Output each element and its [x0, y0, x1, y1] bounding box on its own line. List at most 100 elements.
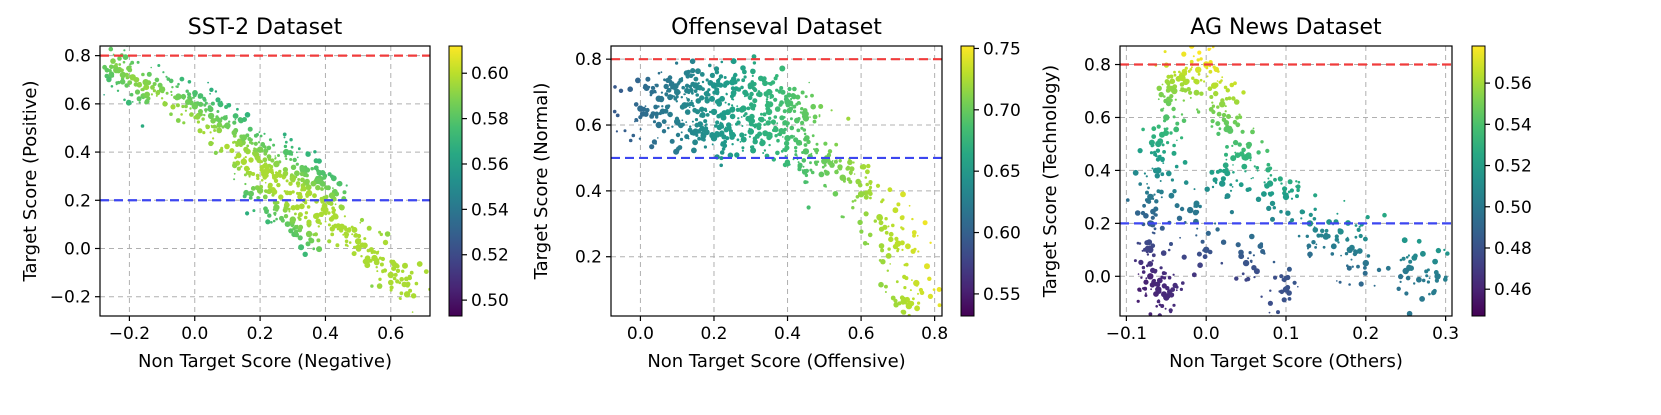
scatter-point — [374, 318, 379, 323]
scatter-point — [1144, 294, 1148, 297]
scatter-point — [1285, 210, 1291, 216]
scatter-point — [1211, 185, 1215, 189]
scatter-point — [330, 232, 335, 237]
scatter-point — [1336, 280, 1338, 282]
scatter-point — [130, 60, 135, 65]
scatter-point — [1215, 121, 1221, 127]
scatter-point — [901, 248, 904, 251]
scatter-point — [905, 302, 913, 310]
scatter-point — [685, 121, 688, 123]
scatter-point — [125, 99, 132, 106]
scatter-point — [1166, 141, 1170, 145]
subplot-3: −0.1 0.0 0.1 0.2 0.3 0.0 0.2 0.4 0.6 0.8 AG News D… — [1040, 15, 1532, 372]
scatter-point — [1171, 150, 1177, 156]
scatter-point — [203, 103, 207, 107]
scatter-point — [809, 168, 813, 172]
scatter-point — [219, 148, 224, 153]
scatter-point — [189, 107, 192, 110]
scatter-point — [356, 244, 362, 250]
scatter-point — [240, 165, 243, 168]
scatter-point — [170, 94, 173, 96]
scatter-point — [303, 215, 308, 220]
scatter-point — [922, 220, 928, 226]
scatter-point — [866, 163, 871, 169]
scatter-point — [895, 280, 899, 284]
scatter-point — [1346, 265, 1352, 271]
scatter-point — [1406, 310, 1413, 316]
scatter-point — [652, 89, 657, 94]
scatter-point — [652, 120, 657, 124]
scatter-point — [1133, 259, 1137, 263]
scatter-point — [1224, 110, 1227, 113]
scatter-point — [775, 88, 779, 92]
x-tick-label: 0.0 — [627, 324, 654, 344]
scatter-point — [927, 293, 934, 299]
scatter-point — [169, 112, 173, 116]
scatter-point — [762, 80, 768, 87]
scatter-point — [1176, 139, 1178, 142]
scatter-point — [773, 115, 778, 119]
scatter-point — [1193, 89, 1200, 96]
scatter-point — [207, 106, 214, 113]
scatter-point — [292, 227, 296, 231]
scatter-point — [653, 104, 659, 110]
scatter-point — [740, 116, 743, 118]
scatter-point — [1314, 246, 1317, 249]
scatter-point — [1191, 76, 1195, 80]
scatter-point — [1136, 299, 1140, 303]
scatter-point — [329, 226, 335, 232]
scatter-point — [799, 142, 803, 146]
scatter-point — [623, 129, 627, 133]
scatter-point — [1211, 104, 1216, 108]
scatter-point — [150, 93, 153, 96]
scatter-point — [1279, 209, 1283, 214]
scatter-point — [212, 124, 217, 129]
scatter-point — [1196, 227, 1199, 230]
scatter-point — [255, 173, 260, 178]
scatter-point — [110, 85, 114, 88]
scatter-point — [336, 181, 341, 186]
scatter-point — [184, 104, 188, 109]
scatter-point — [175, 103, 180, 108]
colorbar-tick-label: 0.55 — [983, 285, 1021, 305]
scatter-point — [731, 97, 734, 101]
scatter-point — [1264, 183, 1268, 187]
scatter-point — [1169, 242, 1173, 246]
scatter-point — [635, 77, 641, 84]
scatter-point — [1334, 237, 1340, 242]
scatter-point — [765, 88, 773, 96]
scatter-point — [827, 154, 830, 157]
scatter-point — [1354, 235, 1358, 239]
scatter-point — [1242, 154, 1250, 161]
scatter-point — [296, 156, 299, 159]
scatter-point — [1223, 85, 1228, 90]
scatter-point — [803, 180, 808, 185]
scatter-point — [162, 101, 168, 107]
scatter-point — [322, 206, 329, 214]
scatter-point — [1227, 96, 1232, 101]
scatter-point — [1362, 259, 1370, 267]
scatter-point — [294, 170, 300, 177]
scatter-point — [1277, 176, 1283, 182]
scatter-point — [162, 71, 165, 74]
scatter-point — [800, 90, 805, 95]
scatter-point — [180, 93, 187, 100]
scatter-point — [749, 102, 754, 107]
scatter-point — [1340, 254, 1342, 257]
scatter-point — [899, 215, 905, 221]
scatter-point — [754, 123, 758, 128]
scatter-point — [324, 194, 329, 199]
scatter-point — [1241, 90, 1246, 95]
scatter-point — [1241, 163, 1248, 170]
scatter-point — [691, 120, 694, 123]
scatter-point — [327, 211, 331, 215]
scatter-point — [1137, 287, 1142, 292]
scatter-point — [660, 91, 664, 94]
scatter-point — [1141, 249, 1144, 252]
scatter-point — [124, 83, 129, 88]
scatter-point — [1356, 248, 1363, 254]
scatter-point — [848, 179, 853, 184]
scatter-point — [1225, 158, 1228, 161]
scatter-point — [655, 121, 662, 129]
scatter-point — [784, 98, 791, 106]
